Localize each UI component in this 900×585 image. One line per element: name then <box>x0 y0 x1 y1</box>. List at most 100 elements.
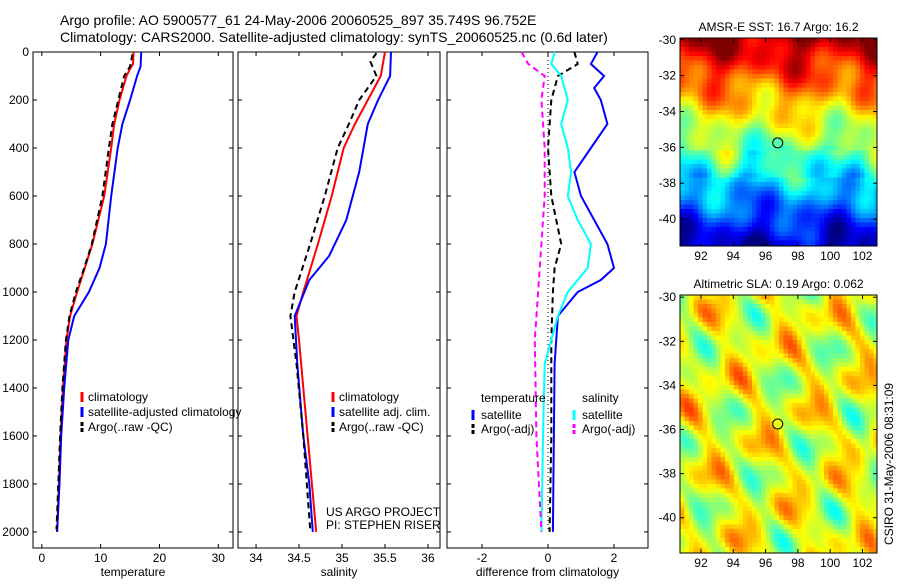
legend-label: Argo(-adj) <box>582 422 635 436</box>
map-cell <box>815 439 820 444</box>
map-cell <box>770 398 775 404</box>
map-cell <box>792 304 798 309</box>
map-cell <box>783 488 789 494</box>
map-cell <box>693 78 699 84</box>
map-cell <box>801 132 807 138</box>
map-cell <box>873 87 878 93</box>
map-cell <box>828 331 834 336</box>
map-cell <box>842 488 847 494</box>
map-cell <box>783 412 789 417</box>
map-cell <box>720 502 726 507</box>
map-cell <box>716 344 721 350</box>
map-cell <box>684 488 690 494</box>
map-cell <box>743 146 748 151</box>
map-cell <box>698 137 703 142</box>
map-cell <box>761 520 766 525</box>
map-cell <box>842 218 847 223</box>
map-cell <box>765 51 771 57</box>
map-cell <box>761 403 766 408</box>
map-cell <box>792 308 798 314</box>
map-cell <box>729 430 735 435</box>
map-cell <box>693 488 699 494</box>
map-cell <box>747 317 753 323</box>
map-cell <box>846 78 852 84</box>
map-cell <box>689 448 694 453</box>
y-tick-label: 600 <box>9 189 29 203</box>
map-cell <box>842 538 847 543</box>
map-cell <box>752 164 757 169</box>
map-cell <box>869 56 874 61</box>
map-cell <box>716 236 721 241</box>
map-cell <box>720 38 726 43</box>
map-cell <box>752 376 757 381</box>
map-cell <box>828 119 834 124</box>
map-cell <box>819 236 825 241</box>
map-cell <box>680 299 685 305</box>
map-cell <box>774 344 780 350</box>
map-cell <box>837 74 843 79</box>
x-tick-label: 0 <box>38 551 45 565</box>
map-cell <box>711 182 717 187</box>
map-cell <box>765 132 771 138</box>
map-cell <box>846 47 852 52</box>
map-cell <box>851 484 856 489</box>
map-cell <box>819 385 825 390</box>
legend-label: satellite-adjusted climatology <box>88 405 241 419</box>
map-cell <box>801 177 807 183</box>
map-cell <box>783 92 789 97</box>
map-cell <box>743 371 748 377</box>
map-cell <box>828 47 834 52</box>
map-cell <box>684 78 690 84</box>
map-cell <box>783 502 789 507</box>
map-cell <box>873 475 878 480</box>
map-cell <box>756 96 762 102</box>
map-cell <box>725 200 730 205</box>
map-cell <box>846 542 852 548</box>
map-cell <box>788 353 793 359</box>
map-cell <box>684 367 690 372</box>
map-cell <box>720 114 726 120</box>
map-cell <box>860 304 865 309</box>
map-cell <box>765 101 771 106</box>
map-cell <box>846 83 852 88</box>
map-cell <box>842 164 847 169</box>
map-cell <box>855 213 861 219</box>
map-cell <box>855 389 861 395</box>
map-cell <box>788 96 793 102</box>
map-cell <box>693 74 699 79</box>
map-cell <box>761 349 766 354</box>
map-cell <box>837 533 843 539</box>
map-cell <box>806 484 811 489</box>
map-cell <box>837 466 843 471</box>
map-cell <box>846 344 852 350</box>
map-cell <box>680 42 685 48</box>
map-cell <box>873 69 878 75</box>
map-cell <box>711 497 717 503</box>
map-cell <box>752 299 757 305</box>
map-cell <box>711 542 717 548</box>
map-cell <box>774 452 780 458</box>
map-cell <box>860 407 865 413</box>
map-cell <box>756 421 762 426</box>
map-cell <box>801 520 807 525</box>
map-cell <box>711 317 717 323</box>
map-cell <box>792 479 798 485</box>
map-cell <box>720 186 726 192</box>
map-cell <box>864 308 870 314</box>
map-cell <box>729 479 735 485</box>
map-cell <box>810 511 816 516</box>
map-cell <box>702 191 708 196</box>
map-cell <box>756 317 762 323</box>
map-cell <box>873 209 878 214</box>
map-cell <box>792 218 798 223</box>
map-cell <box>720 141 726 147</box>
map-cell <box>702 362 708 368</box>
map-cell <box>801 421 807 426</box>
map-cell <box>689 542 694 548</box>
map-cell <box>680 475 685 480</box>
map-cell <box>716 448 721 453</box>
map-cell <box>756 479 762 485</box>
project-annotation: PI: STEPHEN RISER <box>326 518 441 532</box>
map-cell <box>734 191 739 196</box>
map-cell <box>684 349 690 354</box>
